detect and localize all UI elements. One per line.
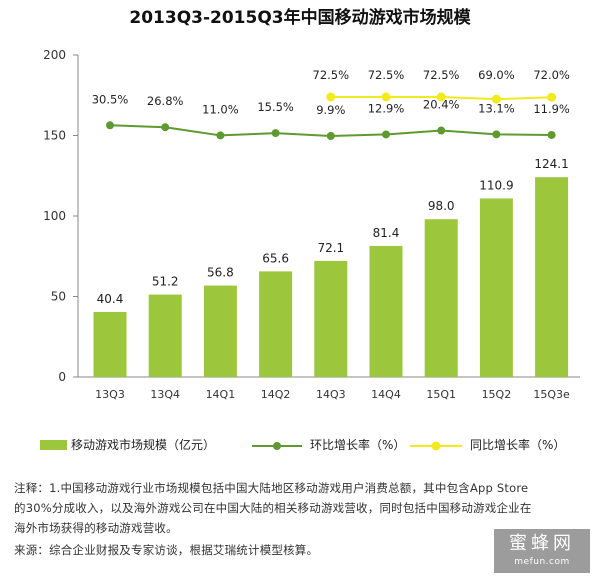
bar-value-label: 40.4 [97,292,124,306]
bar [535,177,569,377]
watermark-subtext: mefun.com [514,557,570,567]
bar [148,294,182,377]
x-tick-label: 15Q1 [426,388,456,401]
bar-value-label: 72.1 [317,241,344,255]
legend-qoq-marker [273,442,281,450]
qoq-value-label: 13.1% [478,101,515,115]
y-tick-label: 50 [51,290,66,304]
watermark-logo: 蜜蜂网 mefun.com [494,529,590,573]
legend-bar-label: 移动游戏市场规模（亿元） [71,437,215,452]
y-tick-label: 0 [58,370,66,384]
yoy-value-label: 69.0% [478,68,515,82]
qoq-value-label: 15.5% [257,100,294,114]
note-line-2: 的30%分成收入，以及海外游戏公司在中国大陆的相关移动游戏营收，同时包括中国移动… [14,501,532,515]
chart-title: 2013Q3-2015Q3年中国移动游戏市场规模 [129,7,471,28]
yoy-value-label: 72.5% [313,68,350,82]
qoq-value-label: 26.8% [147,94,184,108]
qoq-marker [326,132,335,140]
chart: 2013Q3-2015Q3年中国移动游戏市场规模 0 50 100 150 200 13Q… [40,7,580,452]
x-tick-label: 13Q3 [95,388,125,401]
bar [259,271,293,377]
yoy-value-label: 72.0% [533,68,570,82]
legend-bar-swatch [40,440,67,450]
x-tick-label: 14Q1 [206,388,236,401]
yoy-marker [491,94,501,104]
bar [314,260,348,377]
yoy-value-label: 72.5% [368,68,405,82]
yoy-marker [326,92,336,102]
legend-yoy-label: 同比增长率（%） [470,437,565,452]
bar-value-label: 56.8 [207,266,234,280]
source-note: 来源：综合企业财报及专家访谈，根据艾瑞统计模型核算。 [14,543,319,557]
qoq-value-label: 11.0% [202,102,239,116]
bar [479,198,513,377]
x-tick-label: 15Q2 [482,388,512,401]
bar [93,311,127,377]
qoq-marker [382,130,390,139]
qoq-marker [437,126,446,135]
x-tick-label: 14Q4 [371,388,401,401]
qoq-marker [492,130,501,139]
x-tick-label: 13Q4 [150,388,180,401]
qoq-marker [547,130,556,139]
qoq-marker [161,123,170,132]
qoq-value-label: 30.5% [92,92,129,106]
note-line-3: 海外市场获得的移动游戏营收。 [14,521,178,535]
qoq-value-label: 20.4% [423,98,460,112]
x-tick-label: 14Q3 [316,388,346,401]
qoq-marker [106,121,114,130]
qoq-marker [216,131,225,140]
bar-value-label: 110.9 [479,178,513,192]
bar [203,285,237,377]
watermark-text: 蜜蜂网 [509,533,575,554]
bar [424,219,458,377]
y-tick-label: 150 [43,129,66,143]
bar-value-label: 81.4 [373,226,400,240]
bar-value-label: 51.2 [152,275,179,289]
bar-value-label: 124.1 [534,157,568,171]
bar [369,245,403,377]
bar-value-label: 65.6 [262,251,289,265]
x-tick-label: 14Q2 [261,388,291,401]
qoq-value-label: 9.9% [316,103,345,117]
qoq-value-label: 11.9% [533,102,570,116]
y-tick-label: 100 [43,209,66,223]
bar-value-label: 98.0 [428,199,455,213]
y-tick-label: 200 [43,48,66,62]
legend-yoy-marker [431,441,441,451]
legend-qoq-label: 环比增长率（%） [310,437,405,452]
yoy-marker [381,92,391,102]
yoy-marker [547,92,557,102]
yoy-marker [436,92,446,102]
note-line-1: 注释：1.中国移动游戏行业市场规模包括中国大陆地区移动游戏用户消费总额，其中包含… [14,481,529,495]
x-tick-label: 15Q3e [533,388,570,401]
qoq-value-label: 12.9% [368,101,405,115]
qoq-marker [271,129,280,138]
yoy-value-label: 72.5% [423,68,460,82]
